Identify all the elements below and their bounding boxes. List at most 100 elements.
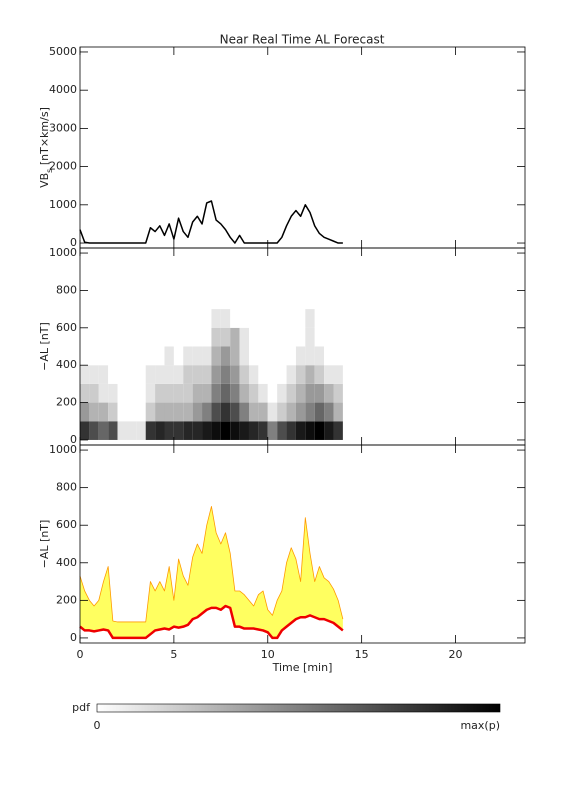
y-tick-label: 600	[56, 321, 77, 334]
heat-cell	[267, 421, 278, 440]
heat-cell	[202, 327, 212, 347]
heat-cell	[173, 383, 184, 403]
heat-cell	[286, 383, 296, 403]
heat-cell	[202, 402, 212, 422]
heat-cell	[230, 309, 240, 328]
heat-cell	[136, 421, 146, 440]
heat-cell	[295, 365, 306, 384]
heat-cell	[108, 327, 118, 347]
heat-cell	[202, 346, 212, 366]
y-tick-label: 400	[56, 556, 77, 569]
y-tick-label: 5000	[49, 45, 77, 58]
heat-cell	[220, 346, 231, 366]
heat-cell	[277, 383, 287, 403]
heat-cell	[155, 365, 165, 384]
heat-cell	[286, 421, 296, 440]
heat-cell	[80, 402, 90, 422]
heat-cell	[248, 309, 259, 328]
y-tick-label: 0	[70, 236, 77, 249]
heat-cell	[164, 421, 174, 440]
heat-cell	[192, 346, 203, 366]
heat-cell	[248, 365, 259, 384]
heat-cell	[98, 365, 109, 384]
heat-cell	[136, 383, 146, 403]
heat-cell	[89, 383, 99, 403]
heat-cell	[239, 309, 249, 328]
heat-cell	[98, 309, 109, 328]
heat-cell	[202, 421, 212, 440]
heat-cell	[164, 383, 174, 403]
heat-cell	[248, 421, 259, 440]
heat-cell	[295, 421, 306, 440]
y-tick-label: 1000	[49, 246, 77, 259]
heat-cell	[136, 327, 146, 347]
heat-cell	[305, 421, 315, 440]
heat-cell	[117, 402, 127, 422]
heat-cell	[239, 346, 249, 366]
heat-cell	[230, 383, 240, 403]
heat-cell	[277, 402, 287, 422]
heat-cell	[295, 309, 306, 328]
heat-cell	[183, 421, 193, 440]
heat-cell	[183, 383, 193, 403]
x-tick-label: 5	[170, 648, 177, 661]
heat-cell	[108, 365, 118, 384]
heat-cell	[108, 383, 118, 403]
heat-cell	[183, 402, 193, 422]
heat-cell	[126, 421, 137, 440]
heat-cell	[230, 402, 240, 422]
heat-cell	[117, 346, 127, 366]
heat-cell	[220, 421, 231, 440]
heat-cell	[220, 383, 231, 403]
heat-cell	[80, 327, 90, 347]
heat-cell	[98, 421, 109, 440]
heat-cell	[164, 365, 174, 384]
heat-cell	[183, 346, 193, 366]
y-tick-label: 200	[56, 396, 77, 409]
colorbar-label: pdf	[72, 701, 91, 714]
heat-cell	[258, 421, 268, 440]
heat-cell	[324, 327, 334, 347]
heat-cell	[258, 402, 268, 422]
heat-cell	[239, 402, 249, 422]
heat-cell	[80, 365, 90, 384]
y-tick-label: 4000	[49, 83, 77, 96]
heat-cell	[173, 346, 184, 366]
heat-cell	[145, 346, 156, 366]
y-axis-label: −AL [nT]	[38, 322, 51, 371]
heat-cell	[324, 365, 334, 384]
heat-cell	[333, 365, 343, 384]
heat-cell	[267, 346, 278, 366]
heat-cell	[286, 327, 296, 347]
heat-cell	[126, 309, 137, 328]
heat-cell	[183, 365, 193, 384]
heat-cell	[173, 327, 184, 347]
heat-cell	[117, 327, 127, 347]
heat-cell	[230, 327, 240, 347]
heat-cell	[277, 421, 287, 440]
heat-cell	[89, 365, 99, 384]
heat-cell	[108, 346, 118, 366]
heat-cell	[295, 383, 306, 403]
heat-cell	[202, 383, 212, 403]
heat-cell	[117, 421, 127, 440]
plot-frame	[79, 46, 526, 249]
heat-cell	[239, 327, 249, 347]
heat-cell	[145, 421, 156, 440]
heat-cell	[230, 346, 240, 366]
heat-cell	[258, 309, 268, 328]
heat-cell	[117, 309, 127, 328]
heat-cell	[314, 327, 325, 347]
heat-cell	[108, 421, 118, 440]
heat-cell	[239, 365, 249, 384]
y-tick-label: 3000	[49, 121, 77, 134]
heat-cell	[248, 327, 259, 347]
y-tick-label: 800	[56, 481, 77, 494]
heat-cell	[333, 421, 343, 440]
heat-cell	[108, 309, 118, 328]
heat-cell	[80, 421, 90, 440]
heat-cell	[305, 309, 315, 328]
series-line	[79, 506, 344, 623]
